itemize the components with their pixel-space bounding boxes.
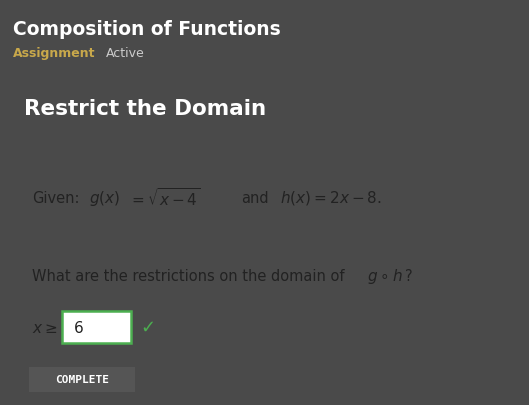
Text: COMPLETE: COMPLETE (55, 374, 109, 384)
Text: ✓: ✓ (140, 318, 156, 336)
Text: $= \sqrt{x-4}$: $= \sqrt{x-4}$ (129, 187, 200, 209)
Text: $\mathbf{\mathit{g \circ h}}$: $\mathbf{\mathit{g \circ h}}$ (367, 266, 403, 285)
Text: 6: 6 (74, 320, 84, 335)
Text: $\mathbf{\mathit{g(x)}}$: $\mathbf{\mathit{g(x)}}$ (89, 188, 120, 207)
FancyBboxPatch shape (62, 312, 131, 343)
Text: $x \geq$: $x \geq$ (32, 320, 57, 335)
Text: Restrict the Domain: Restrict the Domain (24, 98, 266, 118)
Text: Active: Active (106, 47, 144, 60)
Text: and: and (241, 190, 268, 205)
FancyBboxPatch shape (29, 367, 135, 392)
Text: Assignment: Assignment (13, 47, 96, 60)
Text: ?: ? (405, 268, 412, 283)
Text: Composition of Functions: Composition of Functions (13, 20, 281, 39)
Text: What are the restrictions on the domain of: What are the restrictions on the domain … (32, 268, 349, 283)
Text: $\mathit{h}(x) = 2x - 8.$: $\mathit{h}(x) = 2x - 8.$ (280, 189, 382, 207)
Text: Given:: Given: (32, 190, 79, 205)
